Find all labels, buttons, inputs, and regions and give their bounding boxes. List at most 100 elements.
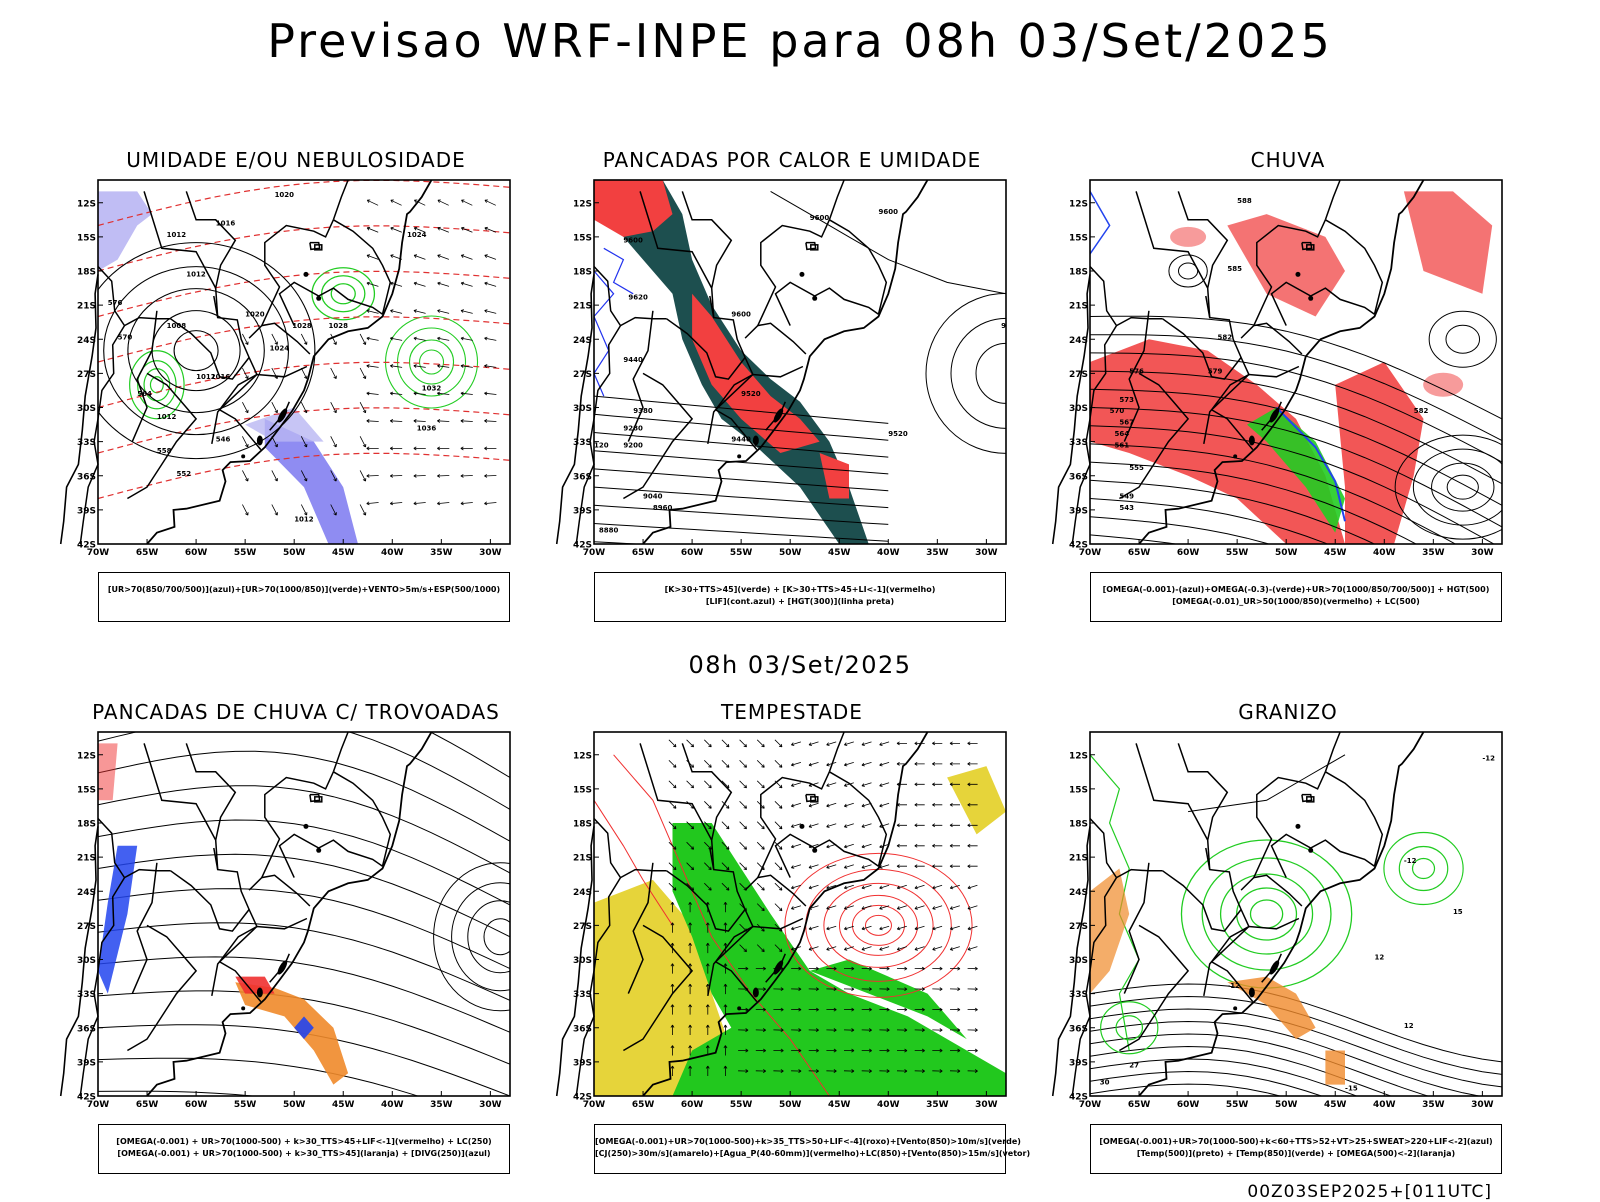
wind-vector [366, 336, 379, 341]
lat-tick-label: 21S [573, 854, 592, 864]
wind-vector [967, 1069, 978, 1073]
panel-tempestade: TEMPESTADE 12S 15S 18S 21S 24S 27S 30S 33S 36S 39… [555, 700, 1030, 1174]
shaded-area [98, 743, 118, 801]
contour-line [98, 180, 510, 227]
wind-vector [967, 1028, 978, 1032]
border-line [248, 322, 311, 355]
run-timestamp: 00Z03SEP2025+[011UTC] [1247, 1182, 1492, 1202]
wind-vector [437, 309, 450, 314]
contour-label: 1016 [216, 220, 236, 228]
contour-line [127, 288, 265, 414]
streamline [98, 1057, 420, 1096]
wind-vector [861, 987, 872, 992]
wind-vector [896, 1048, 908, 1053]
border-line [211, 409, 221, 445]
lat-tick-label: 30S [573, 956, 592, 966]
contour-label: 8960 [653, 504, 673, 512]
wind-vector [808, 946, 819, 951]
contour-line [98, 361, 510, 409]
wind-vector [932, 761, 943, 766]
border-line [278, 281, 383, 326]
lat-tick-label: 30S [1069, 956, 1088, 966]
panel-title: CHUVA [1250, 148, 1326, 172]
contour-line [1090, 388, 1502, 506]
lon-tick-label: 40W [1373, 1100, 1396, 1110]
wind-vector [861, 843, 872, 849]
wind-vector [721, 739, 730, 748]
wind-vector [721, 801, 730, 809]
border-line [1071, 817, 1118, 1097]
wind-vector [437, 336, 450, 341]
lat-tick-label: 42S [573, 1093, 592, 1103]
lon-tick-label: 70W [1079, 1100, 1102, 1110]
legend-line: [OMEGA(-0.001) + UR>70(1000-500) + k>30_… [117, 1149, 491, 1158]
contour-label: 555 [1129, 464, 1144, 472]
wind-vector [949, 1007, 961, 1012]
federal-district [314, 244, 323, 251]
wind-vector [967, 925, 978, 931]
map-layer [98, 732, 510, 1096]
contour-label: 1020 [245, 311, 265, 319]
lat-tick-label: 12S [573, 751, 592, 761]
wind-vector [721, 821, 730, 830]
forecast-map: 588 585 582 579 576 573 570 567 564 561 555 549 543 5… [1051, 179, 1503, 558]
wind-vector [932, 1048, 943, 1053]
wind-vector [413, 419, 426, 423]
lake [241, 1006, 246, 1011]
wind-vector [861, 864, 872, 869]
border-line [828, 731, 845, 773]
contour-line [594, 270, 615, 397]
wind-vector [688, 983, 693, 995]
lat-tick-label: 36S [573, 1024, 592, 1034]
border-line [709, 295, 758, 451]
panel-title: PANCADAS POR CALOR E UMIDADE [602, 148, 982, 172]
wind-vector [879, 1069, 890, 1073]
lat-tick-label: 12S [573, 199, 592, 209]
wind-vector [791, 925, 802, 931]
lagoon [277, 960, 288, 975]
wind-vector [413, 336, 426, 341]
wind-vector [330, 436, 337, 448]
lagoon [752, 987, 759, 998]
wind-vector [949, 884, 960, 890]
contour-line [1090, 191, 1111, 255]
contour-line [975, 342, 1006, 404]
wind-vector [460, 226, 473, 233]
lat-tick-label: 24S [77, 888, 96, 898]
contour-line [1090, 516, 1271, 544]
wind-vector [949, 823, 960, 828]
shaded-area [1335, 362, 1424, 544]
contour-line [1411, 857, 1436, 880]
lake [316, 295, 322, 301]
border-line [829, 219, 888, 315]
wind-vector [791, 762, 802, 767]
wind-vector [949, 1028, 961, 1032]
wind-vector [879, 762, 890, 767]
contour-label: 30 [1100, 1079, 1110, 1087]
lat-tick-label: 12S [77, 199, 96, 209]
lat-tick-label: 18S [1069, 268, 1088, 278]
wind-vector [896, 987, 908, 992]
wind-vector [790, 905, 802, 910]
wind-vector [949, 946, 960, 951]
lat-tick-label: 42S [573, 541, 592, 551]
border-line [261, 219, 335, 326]
wind-vector [843, 987, 855, 992]
lake [1308, 847, 1314, 853]
wind-vector [688, 1004, 693, 1015]
lake [812, 295, 818, 301]
lon-tick-label: 55W [234, 1100, 257, 1110]
lat-tick-label: 27S [1069, 370, 1088, 380]
wind-vector [366, 199, 379, 206]
wind-vector [774, 841, 783, 850]
wind-vector [460, 391, 473, 396]
wind-vector [843, 802, 854, 808]
wind-vector [359, 470, 367, 482]
wind-vector [774, 862, 783, 871]
border-line [1162, 318, 1242, 380]
lon-tick-label: 50W [1275, 1100, 1298, 1110]
wind-vector [437, 226, 449, 233]
coastline [146, 731, 433, 1097]
wind-vector [914, 884, 925, 890]
border-line [1123, 310, 1150, 442]
